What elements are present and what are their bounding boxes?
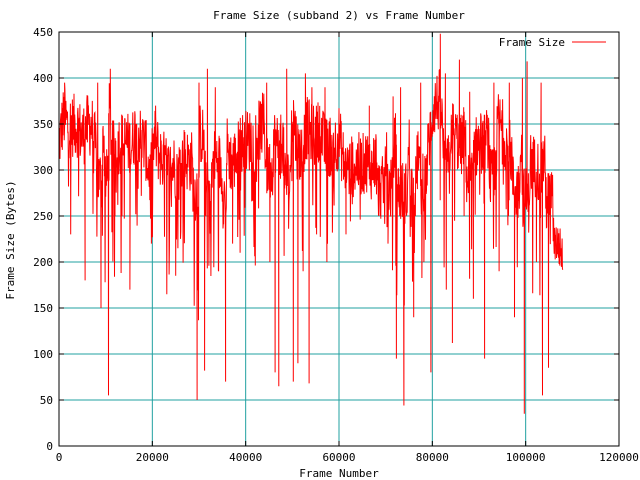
y-tick-label: 50 — [40, 394, 53, 407]
grid — [59, 32, 619, 446]
y-tick-label: 0 — [46, 440, 53, 453]
y-tick-label: 250 — [33, 210, 53, 223]
y-tick-label: 350 — [33, 118, 53, 131]
x-tick-label: 0 — [56, 451, 63, 464]
chart-title: Frame Size (subband 2) vs Frame Number — [213, 9, 465, 22]
x-tick-label: 100000 — [506, 451, 546, 464]
tick-labels: 0 20000 40000 60000 80000 100000 120000 0 50 100 1… — [33, 26, 639, 464]
x-axis-label: Frame Number — [299, 467, 379, 480]
x-tick-label: 20000 — [136, 451, 169, 464]
y-tick-label: 150 — [33, 302, 53, 315]
x-tick-label: 40000 — [229, 451, 262, 464]
y-tick-label: 100 — [33, 348, 53, 361]
x-tick-label: 120000 — [599, 451, 639, 464]
y-axis-label: Frame Size (Bytes) — [4, 180, 17, 299]
legend: Frame Size — [499, 36, 606, 49]
y-tick-label: 400 — [33, 72, 53, 85]
y-tick-label: 300 — [33, 164, 53, 177]
series-line-frame-size — [58, 33, 564, 414]
y-tick-label: 450 — [33, 26, 53, 39]
series-layer — [58, 33, 564, 414]
x-tick-label: 80000 — [416, 451, 449, 464]
y-tick-label: 200 — [33, 256, 53, 269]
legend-label-frame-size: Frame Size — [499, 36, 565, 49]
x-tick-label: 60000 — [322, 451, 355, 464]
axis-ticks — [58, 31, 620, 447]
